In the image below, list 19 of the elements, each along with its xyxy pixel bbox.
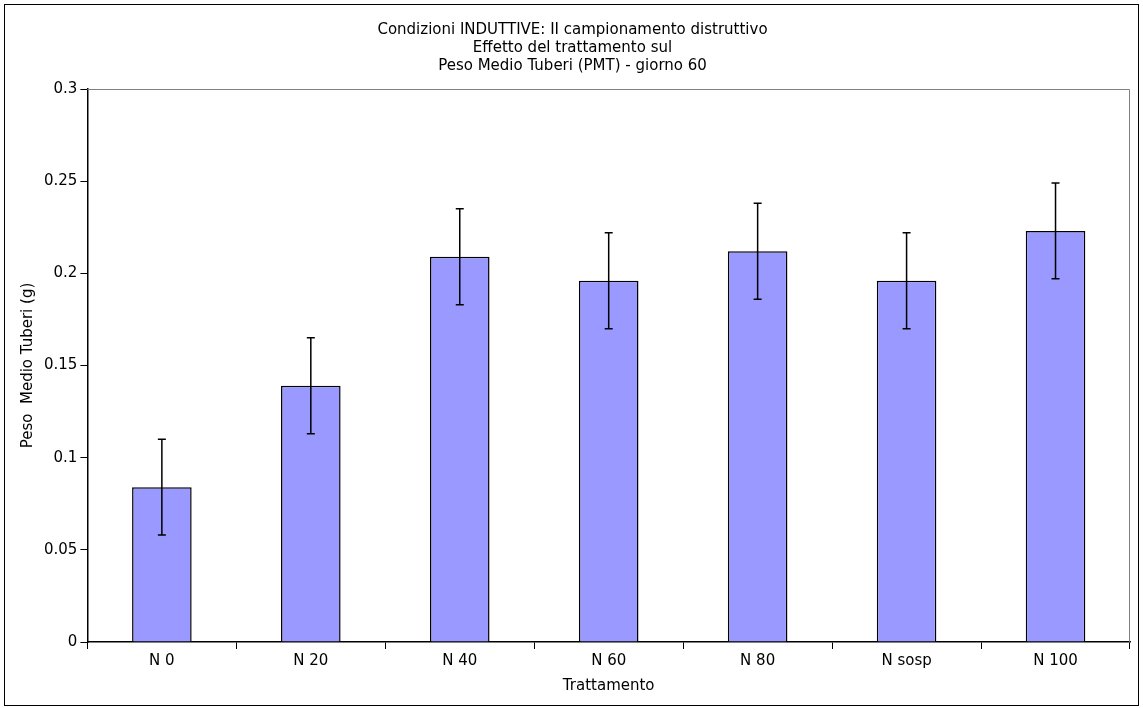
y-tick-label: 0.3	[53, 78, 78, 97]
y-tick-label: 0.05	[43, 539, 78, 558]
y-tick-label: 0.25	[43, 171, 78, 190]
text: Condizioni INDUTTIVE: II campionamento distruttivo	[377, 19, 768, 38]
x-tick-label: N 20	[293, 650, 329, 669]
x-tick-label: N 80	[740, 650, 776, 669]
y-axis-title: Peso Medio Tuberi (g)	[17, 282, 36, 449]
x-tick-label: N 60	[591, 650, 627, 669]
text: Peso Medio Tuberi (PMT) - giorno 60	[438, 55, 707, 74]
x-tick-label: N 40	[442, 650, 478, 669]
y-tick-label: 0.1	[53, 447, 78, 466]
text: Effetto del trattamento sul	[472, 37, 673, 56]
x-tick-label: N 100	[1033, 650, 1078, 669]
y-tick-label: 0	[67, 631, 78, 650]
y-tick-label: 0.15	[43, 355, 78, 374]
x-tick-label: N 0	[149, 650, 175, 669]
y-tick-label: 0.2	[53, 263, 78, 282]
x-axis-title: Trattamento	[561, 675, 655, 694]
x-tick-label: N sosp	[881, 650, 932, 669]
